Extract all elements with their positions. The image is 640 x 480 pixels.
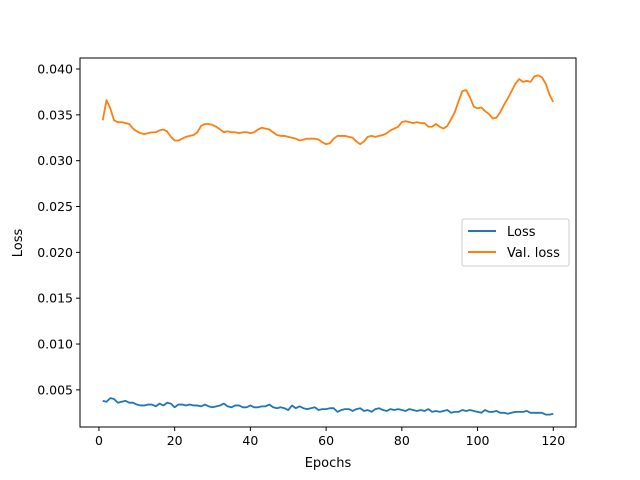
legend: Loss Val. loss: [461, 218, 570, 267]
x-axis-label: Epochs: [305, 456, 352, 471]
x-tick-label: 20: [167, 433, 183, 448]
y-tick-label: 0.030: [37, 153, 73, 168]
x-tick-label: 80: [394, 433, 410, 448]
x-tick-label: 100: [466, 433, 490, 448]
x-tick-label: 0: [95, 433, 103, 448]
y-tick-label: 0.020: [37, 245, 73, 260]
x-tick-label: 120: [541, 433, 565, 448]
y-axis-label: Loss: [11, 229, 26, 258]
x-tick-label: 60: [318, 433, 334, 448]
series-layer: [101, 74, 555, 416]
plot-frame: [79, 57, 577, 428]
series-line-val-loss: [101, 74, 555, 146]
y-tick-label: 0.005: [37, 382, 73, 397]
series-line-loss: [102, 397, 554, 416]
y-tick-label: 0.035: [37, 107, 73, 122]
y-tick-label: 0.015: [37, 291, 73, 306]
y-tick-label: 0.025: [37, 199, 73, 214]
y-tick-label: 0.010: [37, 337, 73, 352]
ticks-layer: 0 20 40 60 80 100 120 0.005 0.010 0.015 0.020 0.025…: [37, 62, 565, 448]
y-tick-label: 0.040: [37, 62, 73, 77]
legend-label-val-loss: Val. loss: [507, 246, 560, 261]
legend-label-loss: Loss: [507, 225, 536, 240]
x-tick-label: 40: [242, 433, 258, 448]
